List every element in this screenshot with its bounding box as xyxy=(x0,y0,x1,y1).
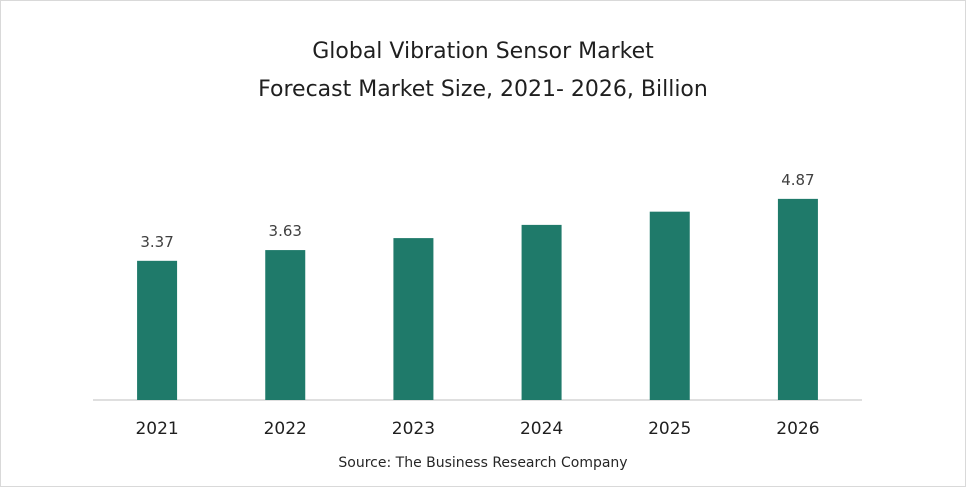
bar-2025 xyxy=(649,211,690,400)
bar-2022 xyxy=(265,250,306,400)
x-tick-label-2024: 2024 xyxy=(520,419,563,439)
source-note: Source: The Business Research Company xyxy=(338,455,628,471)
data-label-2022: 3.63 xyxy=(269,222,302,240)
bar-2021 xyxy=(137,260,178,400)
bar-2026 xyxy=(777,198,818,400)
x-tick-label-2025: 2025 xyxy=(648,419,691,439)
chart-subtitle: Forecast Market Size, 2021- 2026, Billio… xyxy=(258,77,708,102)
data-label-2026: 4.87 xyxy=(781,171,814,189)
bar-2024 xyxy=(521,224,562,400)
x-tick-label-2026: 2026 xyxy=(776,419,819,439)
data-label-2021: 3.37 xyxy=(140,233,173,251)
x-tick-label-2023: 2023 xyxy=(392,419,435,439)
chart-title: Global Vibration Sensor Market xyxy=(312,39,654,64)
x-tick-label-2022: 2022 xyxy=(264,419,307,439)
bar-2023 xyxy=(393,238,434,400)
x-tick-label-2021: 2021 xyxy=(135,419,178,439)
